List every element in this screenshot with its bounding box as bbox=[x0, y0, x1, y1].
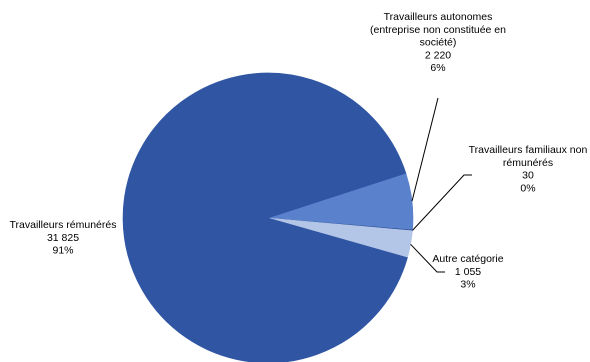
label-autre-value: 1 055 bbox=[455, 266, 481, 278]
leader-lines bbox=[410, 97, 472, 273]
label-autonomes-name: (entreprise non constituée en bbox=[370, 24, 506, 36]
label-remuneres-name: Travailleurs rémunérés bbox=[10, 219, 117, 231]
label-remuneres-percent: 91% bbox=[52, 245, 73, 257]
label-autonomes-value: 2 220 bbox=[425, 49, 451, 61]
leader-line-autonomes bbox=[411, 97, 439, 202]
label-familiaux: Travailleurs familiaux non rémunérés 30 0% bbox=[469, 144, 588, 194]
leader-line-autre bbox=[410, 243, 445, 273]
label-autre-name: Autre catégorie bbox=[432, 253, 503, 265]
label-autre: Autre catégorie 1 055 3% bbox=[432, 253, 503, 291]
leader-line-familiaux bbox=[412, 174, 472, 231]
label-autonomes-name: Travailleurs autonomes bbox=[384, 11, 493, 23]
label-autonomes-name: société) bbox=[420, 37, 457, 49]
label-autre-percent: 3% bbox=[460, 279, 475, 291]
label-familiaux-value: 30 bbox=[522, 170, 534, 182]
pie-slices bbox=[122, 72, 414, 362]
slice-remuneres bbox=[122, 72, 408, 362]
label-remuneres: Travailleurs rémunérés 31 825 91% bbox=[10, 219, 117, 257]
label-autonomes: Travailleurs autonomes (entreprise non co… bbox=[370, 11, 506, 74]
label-familiaux-name: rémunérés bbox=[503, 157, 553, 169]
label-autonomes-percent: 6% bbox=[430, 62, 445, 74]
slice-labels: Travailleurs autonomes (entreprise non co… bbox=[10, 11, 588, 291]
label-remuneres-value: 31 825 bbox=[47, 232, 79, 244]
label-familiaux-percent: 0% bbox=[520, 182, 535, 194]
label-familiaux-name: Travailleurs familiaux non bbox=[469, 144, 588, 156]
